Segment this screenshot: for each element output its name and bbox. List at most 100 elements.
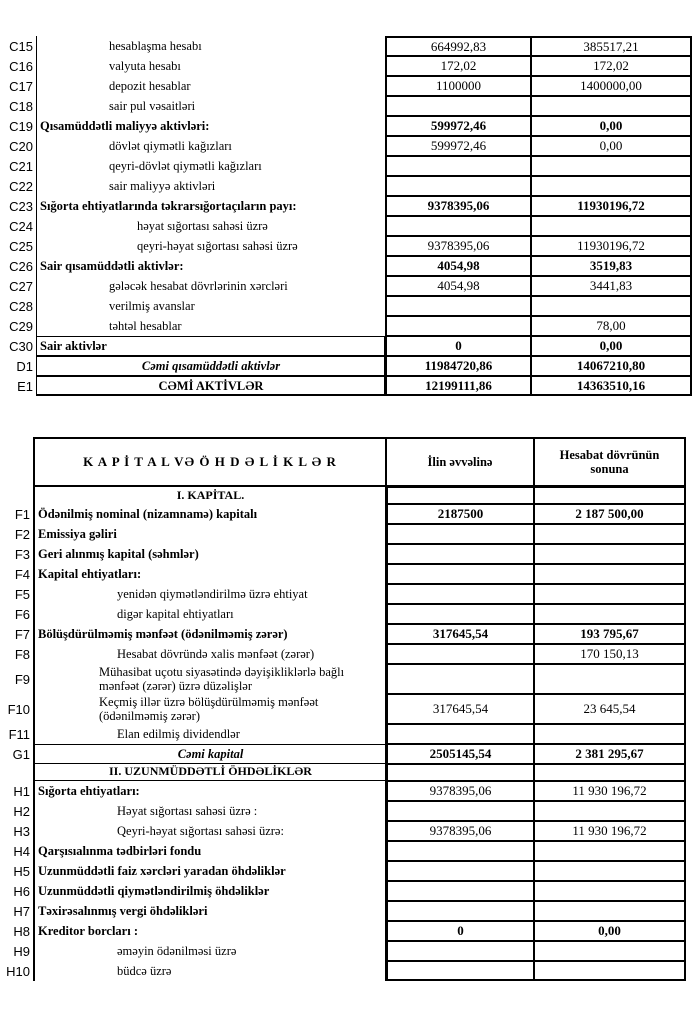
row-value-year-start xyxy=(386,881,534,901)
row-value-period-end: 3441,83 xyxy=(531,276,692,296)
row-value-year-start: 9378395,06 xyxy=(385,196,531,216)
row-value-period-end: 23 645,54 xyxy=(534,694,686,724)
row-label: sair maliyyə aktivləri xyxy=(109,179,216,193)
row-label: Qeyri-həyat sığortası sahəsi üzrə: xyxy=(33,821,386,841)
table-row: C22 sair maliyyə aktivləri xyxy=(5,176,692,196)
row-code: H3 xyxy=(13,823,30,839)
row-code: D1 xyxy=(5,356,37,376)
row-value-period-end: 0,00 xyxy=(531,336,692,356)
row-value-year-start xyxy=(385,96,531,116)
row-value-period-end xyxy=(534,487,686,504)
row-label: qeyri-dövlət qiymətli kağızları xyxy=(109,159,262,173)
row-value-period-end xyxy=(534,584,686,604)
row-value-year-start: 2505145,54 xyxy=(386,744,534,764)
row-value-period-end xyxy=(534,724,686,744)
row-code: C21 xyxy=(5,156,37,176)
row-value-period-end: 385517,21 xyxy=(531,36,692,56)
row-label: yenidən qiymətləndirilmə üzrə ehtiyat xyxy=(33,584,386,604)
row-code: F1 xyxy=(14,506,30,522)
table-row: C20 dövlət qiymətli kağızları 599972,46 0,0… xyxy=(5,136,692,156)
row-label: büdcə üzrə xyxy=(33,961,386,981)
table-row: C29 təhtəl hesablar 78,00 xyxy=(5,316,692,336)
table-row: C24 həyat sığortası sahəsi üzrə xyxy=(5,216,692,236)
table-row: C16 valyuta hesabı 172,02 172,02 xyxy=(5,56,692,76)
row-code: F8 xyxy=(14,646,30,662)
row-label: Sığorta ehtiyatlarında təkrarsığortaçıla… xyxy=(40,199,297,213)
row-code xyxy=(5,487,33,504)
row-value-year-start: 12199111,86 xyxy=(385,376,531,396)
row-label: sair pul vəsaitləri xyxy=(109,99,196,113)
row-code: F7 xyxy=(14,626,30,642)
row-value-period-end xyxy=(534,961,686,981)
row-code: F4 xyxy=(14,566,30,582)
row-label: Qarşısıalınma tədbirləri fondu xyxy=(33,841,386,861)
row-value-period-end: 2 381 295,67 xyxy=(534,744,686,764)
row-value-period-end: 1400000,00 xyxy=(531,76,692,96)
row-label: Hesabat dövründə xalis mənfəət (zərər) xyxy=(33,644,386,664)
row-value-year-start: 4054,98 xyxy=(385,276,531,296)
row-value-period-end xyxy=(534,524,686,544)
table-row: F8 Hesabat dövründə xalis mənfəət (zərər)… xyxy=(5,644,686,664)
row-value-year-start xyxy=(385,156,531,176)
table-row: F3 Geri alınmış kapital (səhmlər) xyxy=(5,544,686,564)
row-label: CƏMİ AKTİVLƏR xyxy=(37,376,385,396)
row-code: F3 xyxy=(14,546,30,562)
row-value-period-end: 11930196,72 xyxy=(531,236,692,256)
capital-liabilities-body: I. KAPİTAL. F1 Ödənilmiş nominal (nizamnam… xyxy=(5,487,686,981)
row-label: Cəmi kapital xyxy=(33,744,386,764)
row-code: F11 xyxy=(8,726,30,742)
row-label: Kreditor borcları : xyxy=(33,921,386,941)
row-code: F10 xyxy=(7,701,30,717)
table-row: F10 Keçmiş illər üzrə bölüşdürülməmiş mən… xyxy=(5,694,686,724)
table-row: C28 verilmiş avanslar xyxy=(5,296,692,316)
row-code: C19 xyxy=(5,116,37,136)
row-label: digər kapital ehtiyatları xyxy=(33,604,386,624)
row-label: hesablaşma hesabı xyxy=(109,39,202,53)
row-code: F2 xyxy=(14,526,30,542)
row-value-year-start: 1100000 xyxy=(385,76,531,96)
row-value-period-end xyxy=(531,296,692,316)
row-code: H10 xyxy=(6,963,30,979)
row-label: verilmiş avanslar xyxy=(109,299,195,313)
table-row: G1 Cəmi kapital 2505145,54 2 381 295,67 xyxy=(5,744,686,764)
row-value-period-end: 172,02 xyxy=(531,56,692,76)
row-value-year-start xyxy=(385,296,531,316)
row-code: C28 xyxy=(5,296,37,316)
row-value-period-end xyxy=(534,941,686,961)
row-code: H6 xyxy=(13,883,30,899)
table-row: C18 sair pul vəsaitləri xyxy=(5,96,692,116)
row-label: Sair aktivlər xyxy=(37,336,385,356)
row-code: H2 xyxy=(13,803,30,819)
row-code: F9 xyxy=(14,671,30,687)
row-label: Uzunmüddətli qiymətləndirilmiş öhdəliklə… xyxy=(33,881,386,901)
table-row: F5 yenidən qiymətləndirilmə üzrə ehtiyat xyxy=(5,584,686,604)
row-label: həyat sığortası sahəsi üzrə xyxy=(137,219,268,233)
row-code: F6 xyxy=(14,606,30,622)
table-row: H7 Təxirəsalınmış vergi öhdəlikləri xyxy=(5,901,686,921)
row-label: qeyri-həyat sığortası sahəsi üzrə xyxy=(137,239,298,253)
row-value-period-end: 170 150,13 xyxy=(534,644,686,664)
row-value-period-end xyxy=(534,604,686,624)
row-code: C15 xyxy=(5,36,37,56)
row-value-year-start: 664992,83 xyxy=(385,36,531,56)
table-row: F7 Bölüşdürülməmiş mənfəət (ödənilməmiş z… xyxy=(5,624,686,644)
row-code: H8 xyxy=(13,923,30,939)
row-value-year-start xyxy=(386,644,534,664)
row-label: əməyin ödənilməsi üzrə xyxy=(33,941,386,961)
row-value-period-end: 78,00 xyxy=(531,316,692,336)
row-label: Uzunmüddətli faiz xərcləri yaradan öhdəl… xyxy=(33,861,386,881)
row-label: Sair qısamüddətli aktivlər: xyxy=(40,259,184,273)
row-label: valyuta hesabı xyxy=(109,59,181,73)
table-title: K A P İ T A L VƏ Ö H D Ə L İ K L Ə R xyxy=(33,437,386,487)
row-code: C24 xyxy=(5,216,37,236)
row-value-year-start xyxy=(386,564,534,584)
table-row: H5 Uzunmüddətli faiz xərcləri yaradan öhd… xyxy=(5,861,686,881)
table-row: C30 Sair aktivlər 0 0,00 xyxy=(5,336,692,356)
row-code: C30 xyxy=(5,336,37,356)
row-label: gələcək hesabat dövrlərinin xərcləri xyxy=(109,279,288,293)
row-code: C23 xyxy=(5,196,37,216)
row-value-period-end xyxy=(531,176,692,196)
table-row: C23 Sığorta ehtiyatlarında təkrarsığortaç… xyxy=(5,196,692,216)
row-value-period-end xyxy=(534,801,686,821)
row-value-year-start: 11984720,86 xyxy=(385,356,531,376)
